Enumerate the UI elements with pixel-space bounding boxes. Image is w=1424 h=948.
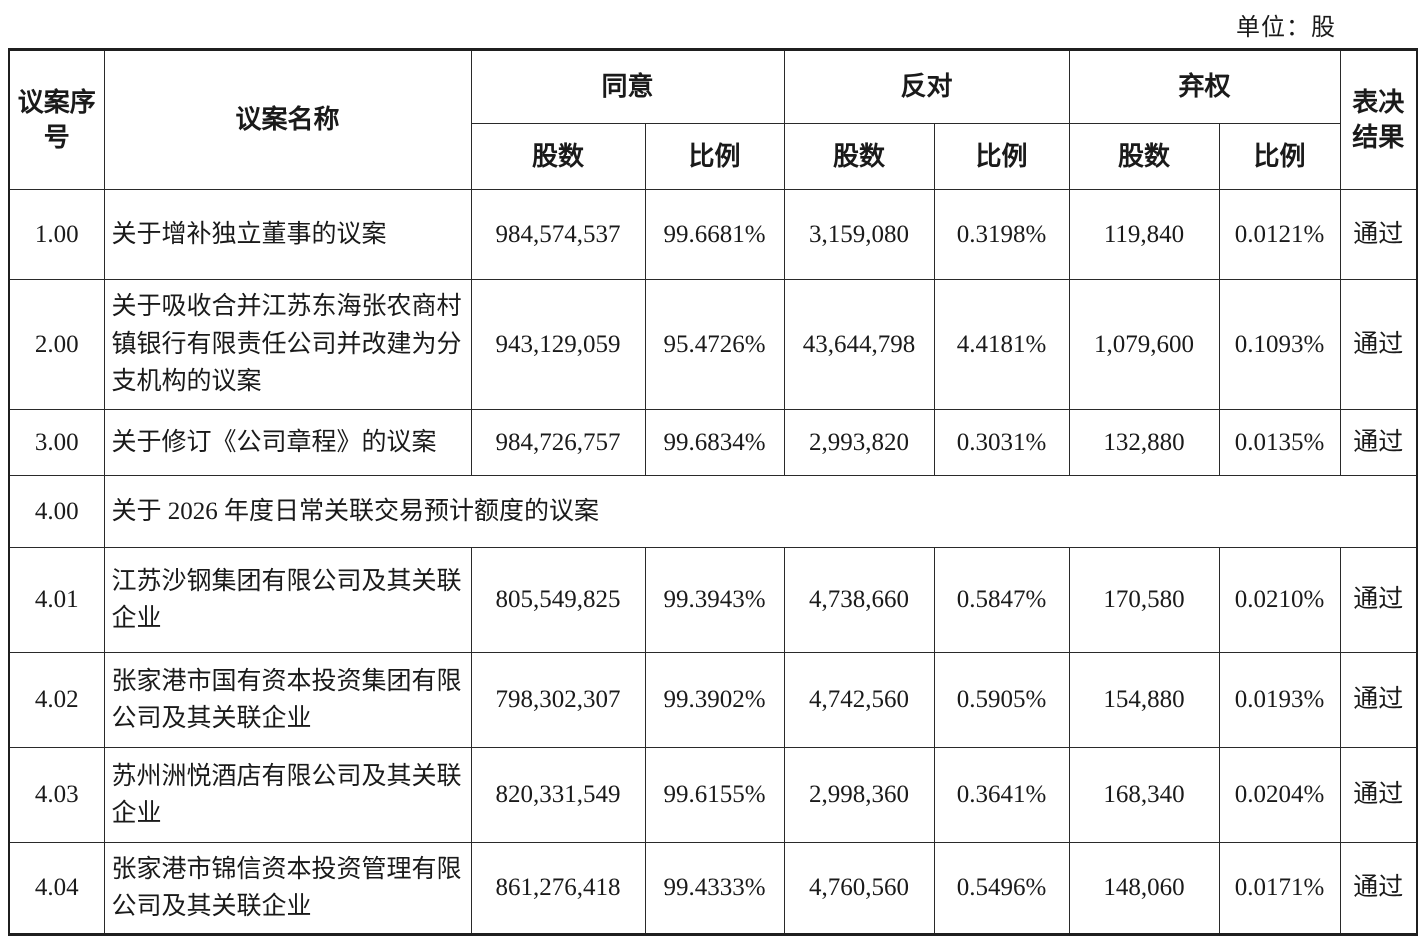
header-group-agree: 同意 — [470, 49, 785, 124]
unit-row: 单位：股 — [0, 0, 1424, 48]
cell-proposal-no: 4.00 — [8, 475, 105, 548]
cell-against-shares: 43,644,798 — [783, 279, 935, 410]
cell-agree-shares: 984,574,537 — [470, 189, 646, 280]
header-against-ratio: 比例 — [933, 123, 1070, 190]
cell-abstain-shares: 154,880 — [1068, 652, 1220, 748]
cell-proposal-no: 2.00 — [8, 279, 105, 410]
cell-proposal-no: 4.01 — [8, 547, 105, 653]
table-row: 1.00 关于增补独立董事的议案 984,574,537 99.6681% 3,… — [8, 189, 1418, 280]
cell-agree-shares: 805,549,825 — [470, 547, 646, 653]
cell-result: 通过 — [1339, 842, 1418, 935]
cell-result: 通过 — [1339, 747, 1418, 843]
cell-agree-ratio: 99.6681% — [644, 189, 785, 280]
table-row: 4.01 江苏沙钢集团有限公司及其关联企业 805,549,825 99.394… — [8, 547, 1418, 653]
cell-against-shares: 2,993,820 — [783, 409, 935, 476]
table-body: 1.00 关于增补独立董事的议案 984,574,537 99.6681% 3,… — [8, 189, 1418, 935]
cell-proposal-name: 关于增补独立董事的议案 — [103, 189, 472, 280]
cell-against-shares: 4,742,560 — [783, 652, 935, 748]
cell-proposal-name: 张家港市国有资本投资集团有限公司及其关联企业 — [103, 652, 472, 748]
cell-proposal-no: 3.00 — [8, 409, 105, 476]
cell-against-ratio: 0.3198% — [933, 189, 1070, 280]
cell-agree-ratio: 99.6155% — [644, 747, 785, 843]
cell-abstain-ratio: 0.0193% — [1218, 652, 1341, 748]
table-header: 议案序号 议案名称 同意 反对 弃权 表决结果 股数 比例 股数 比例 股数 比… — [8, 49, 1418, 190]
table-row: 4.03 苏州洲悦酒店有限公司及其关联企业 820,331,549 99.615… — [8, 747, 1418, 843]
cell-proposal-name: 关于吸收合并江苏东海张农商村镇银行有限责任公司并改建为分支机构的议案 — [103, 279, 472, 410]
cell-proposal-name: 江苏沙钢集团有限公司及其关联企业 — [103, 547, 472, 653]
header-agree-shares: 股数 — [470, 123, 646, 190]
cell-agree-shares: 861,276,418 — [470, 842, 646, 935]
cell-against-ratio: 0.5847% — [933, 547, 1070, 653]
cell-abstain-shares: 168,340 — [1068, 747, 1220, 843]
cell-proposal-no: 4.04 — [8, 842, 105, 935]
cell-agree-shares: 820,331,549 — [470, 747, 646, 843]
cell-abstain-ratio: 0.0204% — [1218, 747, 1341, 843]
table-row: 3.00 关于修订《公司章程》的议案 984,726,757 99.6834% … — [8, 409, 1418, 476]
cell-agree-shares: 798,302,307 — [470, 652, 646, 748]
table-row: 4.02 张家港市国有资本投资集团有限公司及其关联企业 798,302,307 … — [8, 652, 1418, 748]
cell-abstain-ratio: 0.0210% — [1218, 547, 1341, 653]
cell-against-ratio: 4.4181% — [933, 279, 1070, 410]
cell-proposal-no: 4.02 — [8, 652, 105, 748]
voting-results-table: 议案序号 议案名称 同意 反对 弃权 表决结果 股数 比例 股数 比例 股数 比… — [8, 48, 1419, 936]
cell-abstain-ratio: 0.1093% — [1218, 279, 1341, 410]
cell-against-ratio: 0.3641% — [933, 747, 1070, 843]
table-row: 2.00 关于吸收合并江苏东海张农商村镇银行有限责任公司并改建为分支机构的议案 … — [8, 279, 1418, 410]
cell-against-ratio: 0.5496% — [933, 842, 1070, 935]
cell-proposal-name: 苏州洲悦酒店有限公司及其关联企业 — [103, 747, 472, 843]
cell-against-shares: 4,738,660 — [783, 547, 935, 653]
cell-against-shares: 2,998,360 — [783, 747, 935, 843]
cell-result: 通过 — [1339, 409, 1418, 476]
table-row: 4.00 关于 2026 年度日常关联交易预计额度的议案 — [8, 475, 1418, 548]
header-proposal-no: 议案序号 — [8, 49, 105, 190]
header-agree-ratio: 比例 — [644, 123, 785, 190]
header-proposal-name: 议案名称 — [103, 49, 472, 190]
cell-abstain-shares: 132,880 — [1068, 409, 1220, 476]
cell-against-ratio: 0.5905% — [933, 652, 1070, 748]
cell-abstain-shares: 170,580 — [1068, 547, 1220, 653]
cell-proposal-name: 关于 2026 年度日常关联交易预计额度的议案 — [103, 475, 1418, 548]
header-abstain-shares: 股数 — [1068, 123, 1220, 190]
unit-label: 单位：股 — [1236, 15, 1336, 41]
header-against-shares: 股数 — [783, 123, 935, 190]
cell-abstain-shares: 1,079,600 — [1068, 279, 1220, 410]
cell-proposal-no: 4.03 — [8, 747, 105, 843]
table-row: 4.04 张家港市锦信资本投资管理有限公司及其关联企业 861,276,418 … — [8, 842, 1418, 935]
cell-proposal-name: 关于修订《公司章程》的议案 — [103, 409, 472, 476]
cell-result: 通过 — [1339, 279, 1418, 410]
cell-agree-ratio: 99.3943% — [644, 547, 785, 653]
header-abstain-ratio: 比例 — [1218, 123, 1341, 190]
cell-result: 通过 — [1339, 189, 1418, 280]
cell-abstain-ratio: 0.0171% — [1218, 842, 1341, 935]
cell-proposal-no: 1.00 — [8, 189, 105, 280]
cell-proposal-name: 张家港市锦信资本投资管理有限公司及其关联企业 — [103, 842, 472, 935]
cell-agree-ratio: 95.4726% — [644, 279, 785, 410]
cell-agree-ratio: 99.3902% — [644, 652, 785, 748]
cell-agree-ratio: 99.6834% — [644, 409, 785, 476]
cell-abstain-ratio: 0.0121% — [1218, 189, 1341, 280]
header-group-abstain: 弃权 — [1068, 49, 1341, 124]
cell-result: 通过 — [1339, 547, 1418, 653]
cell-against-ratio: 0.3031% — [933, 409, 1070, 476]
cell-agree-shares: 943,129,059 — [470, 279, 646, 410]
cell-abstain-shares: 119,840 — [1068, 189, 1220, 280]
cell-against-shares: 3,159,080 — [783, 189, 935, 280]
cell-abstain-ratio: 0.0135% — [1218, 409, 1341, 476]
cell-abstain-shares: 148,060 — [1068, 842, 1220, 935]
header-group-against: 反对 — [783, 49, 1070, 124]
cell-agree-shares: 984,726,757 — [470, 409, 646, 476]
cell-result: 通过 — [1339, 652, 1418, 748]
cell-agree-ratio: 99.4333% — [644, 842, 785, 935]
header-result: 表决结果 — [1339, 49, 1418, 190]
cell-against-shares: 4,760,560 — [783, 842, 935, 935]
